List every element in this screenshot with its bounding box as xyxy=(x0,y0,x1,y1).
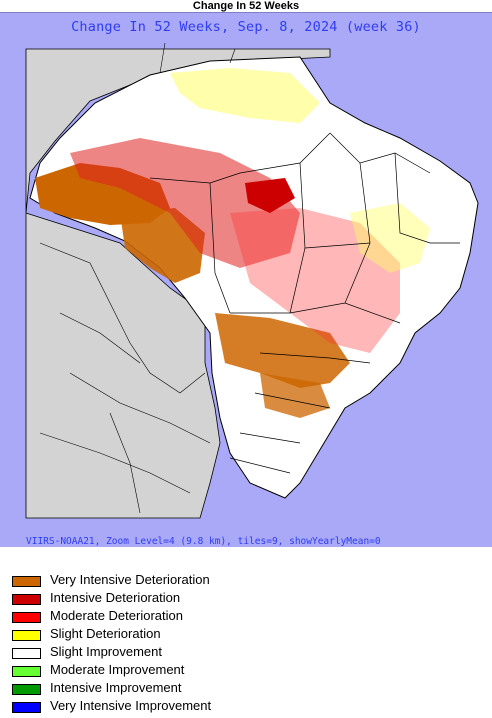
surrounding-land xyxy=(25,48,331,519)
legend-label: Intensive Improvement xyxy=(50,680,182,695)
legend-label: Very Intensive Deterioration xyxy=(50,572,210,587)
legend-label: Moderate Deterioration xyxy=(50,608,183,623)
very-intensive-deterioration-south xyxy=(260,373,330,418)
neighbor-borders xyxy=(39,42,236,514)
slight-deterioration-north xyxy=(170,68,320,123)
legend-swatch xyxy=(12,576,41,587)
legend-label: Moderate Improvement xyxy=(50,662,185,677)
legend-swatch xyxy=(12,684,41,695)
map-canvas[interactable] xyxy=(0,13,492,547)
legend-label: Slight Deterioration xyxy=(50,626,161,641)
state-borders xyxy=(149,132,460,474)
very-intensive-deterioration-center xyxy=(215,313,350,388)
intensive-deterioration-patch xyxy=(245,178,295,213)
legend-swatch xyxy=(12,702,41,713)
slight-deterioration-east xyxy=(350,203,430,273)
legend-swatch xyxy=(12,630,41,641)
legend-swatch xyxy=(12,612,41,623)
legend-label: Slight Improvement xyxy=(50,644,162,659)
legend-label: Very Intensive Improvement xyxy=(50,698,212,713)
legend-swatch xyxy=(12,666,41,677)
intensive-deterioration-band xyxy=(70,138,300,268)
legend-swatch xyxy=(12,594,41,605)
page-title: Change In 52 Weeks xyxy=(192,0,300,12)
map-heading: Change In 52 Weeks, Sep. 8, 2024 (week 3… xyxy=(71,19,421,35)
legend-label: Intensive Deterioration xyxy=(50,590,181,605)
legend-swatch xyxy=(12,648,41,659)
map-footer: VIIRS-NOAA21, Zoom Level=4 (9.8 km), til… xyxy=(26,536,381,547)
map-panel[interactable]: Change In 52 Weeks, Sep. 8, 2024 (week 3… xyxy=(0,12,492,547)
